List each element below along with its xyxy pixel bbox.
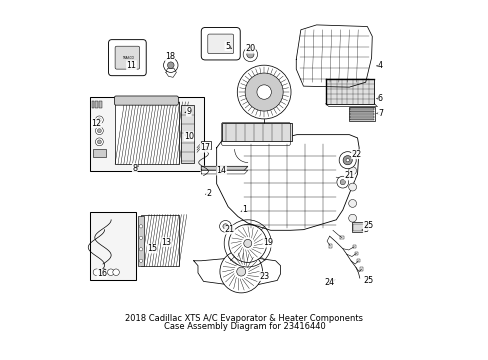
FancyBboxPatch shape [207,34,233,54]
Circle shape [139,259,142,262]
Bar [351,222,365,232]
Bar [115,102,179,164]
Circle shape [93,269,100,275]
Circle shape [343,156,351,165]
Bar [349,108,373,110]
Circle shape [95,127,103,135]
Text: 21: 21 [344,171,354,180]
Circle shape [236,267,245,276]
Circle shape [107,269,114,275]
Circle shape [243,47,257,62]
Bar [91,101,94,108]
Text: 6: 6 [377,94,382,103]
Circle shape [113,269,119,275]
Circle shape [139,225,142,228]
Bar [349,116,373,118]
Bar [221,123,291,141]
Circle shape [220,250,262,293]
Bar [180,104,194,163]
Bar [141,215,179,266]
Circle shape [246,51,253,58]
FancyBboxPatch shape [201,27,240,60]
Circle shape [101,269,107,275]
Text: 8: 8 [132,163,137,172]
Text: 10: 10 [183,132,193,141]
Bar [352,224,363,231]
Circle shape [346,158,348,162]
Polygon shape [201,166,247,170]
Text: 22: 22 [351,150,361,159]
Circle shape [348,199,356,207]
Circle shape [256,85,271,99]
Polygon shape [193,258,280,285]
Circle shape [348,183,356,191]
Text: 2: 2 [205,189,211,198]
Text: 3: 3 [363,225,367,234]
Bar [138,216,143,266]
Text: 9: 9 [186,107,191,116]
Text: 21: 21 [224,225,234,234]
Polygon shape [201,170,247,174]
Circle shape [336,176,348,188]
Bar [99,101,102,108]
FancyBboxPatch shape [108,40,146,76]
Circle shape [348,214,356,222]
Text: 14: 14 [216,166,226,175]
Bar [349,111,373,112]
Text: 23: 23 [259,272,269,281]
Polygon shape [296,25,371,87]
Text: 7: 7 [377,109,382,118]
Bar [90,212,136,280]
Text: 18: 18 [164,51,174,60]
Text: 19: 19 [263,238,273,247]
Text: 15: 15 [147,244,157,253]
Bar [95,101,98,108]
Circle shape [139,248,142,251]
Text: Case Assembly Diagram for 23416440: Case Assembly Diagram for 23416440 [163,322,325,331]
Circle shape [228,224,266,262]
Polygon shape [165,68,176,77]
Bar [93,149,105,157]
Text: 16: 16 [97,269,107,278]
Text: TRASCO: TRASCO [122,56,133,60]
Bar [90,97,203,171]
Text: 1: 1 [242,206,246,215]
Circle shape [348,167,356,175]
Text: 12: 12 [91,119,102,128]
Circle shape [339,152,355,169]
Text: 5: 5 [224,42,229,51]
Text: 24: 24 [324,278,334,287]
Circle shape [95,116,103,124]
Text: 13: 13 [161,238,171,247]
Text: 2018 Cadillac XTS A/C Evaporator & Heater Components: 2018 Cadillac XTS A/C Evaporator & Heate… [125,314,363,323]
Text: 4: 4 [377,61,382,70]
Circle shape [139,236,142,239]
Circle shape [340,180,345,185]
Bar [348,107,374,121]
Text: 25: 25 [363,276,373,285]
Circle shape [97,129,101,133]
Bar [325,79,373,104]
Circle shape [167,62,174,68]
Circle shape [163,58,178,72]
Circle shape [348,152,356,160]
Circle shape [244,239,251,247]
Circle shape [97,118,101,122]
Circle shape [244,73,283,111]
Text: 17: 17 [200,143,210,152]
FancyBboxPatch shape [114,96,178,105]
Text: 25: 25 [363,221,373,230]
FancyBboxPatch shape [115,46,140,69]
Bar [349,118,373,120]
Circle shape [223,224,228,229]
Polygon shape [216,135,358,230]
Circle shape [95,138,103,146]
Circle shape [97,140,101,144]
Circle shape [237,65,290,119]
Bar [349,113,373,115]
Text: 11: 11 [126,61,136,70]
Bar [201,141,211,149]
Circle shape [219,220,231,232]
Text: 20: 20 [245,44,255,53]
